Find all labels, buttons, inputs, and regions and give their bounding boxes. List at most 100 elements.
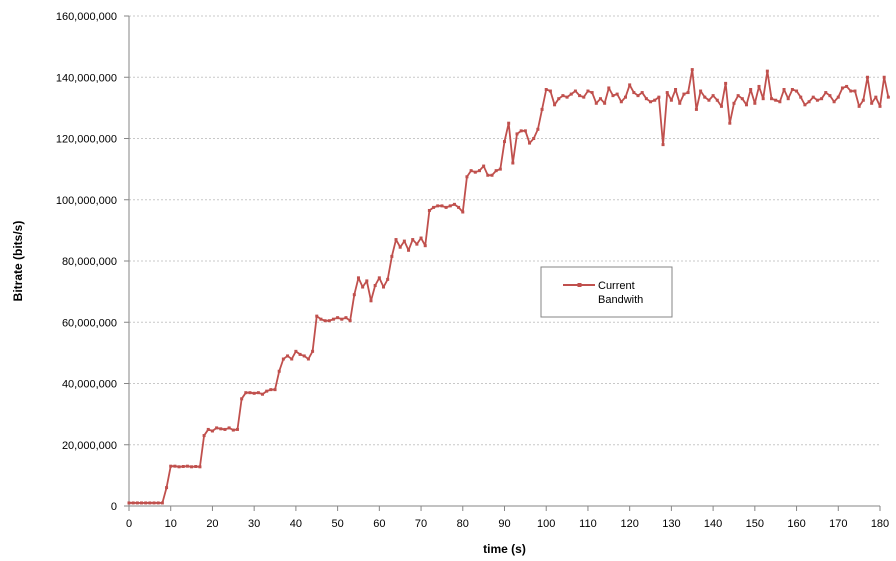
data-point xyxy=(594,101,598,105)
data-point xyxy=(832,100,836,104)
data-point xyxy=(444,205,448,209)
data-point xyxy=(165,486,169,490)
data-point xyxy=(824,91,828,95)
series-layer xyxy=(127,68,890,505)
data-point xyxy=(786,97,790,101)
data-point xyxy=(356,276,360,280)
data-point xyxy=(140,501,144,505)
data-point xyxy=(749,88,753,91)
y-axis-title: Bitrate (bits/s) xyxy=(11,221,25,302)
data-point xyxy=(265,389,269,393)
data-point xyxy=(494,169,498,173)
data-point xyxy=(770,97,774,101)
data-point xyxy=(815,98,819,102)
data-point xyxy=(206,427,210,431)
data-point xyxy=(619,100,623,104)
data-point xyxy=(732,101,736,105)
data-point xyxy=(523,129,527,133)
x-tick-label: 20 xyxy=(206,518,218,530)
data-point xyxy=(715,98,719,102)
data-point xyxy=(340,317,344,321)
data-point xyxy=(724,81,728,85)
data-point xyxy=(790,88,794,91)
x-tick-label: 150 xyxy=(746,518,764,530)
data-point xyxy=(365,279,369,283)
data-point xyxy=(286,354,290,358)
data-point xyxy=(682,92,686,96)
data-point xyxy=(874,95,878,99)
legend-label-line2: Bandwith xyxy=(598,294,643,306)
data-point xyxy=(711,94,715,98)
data-point xyxy=(490,173,494,177)
data-point xyxy=(569,92,573,96)
data-point xyxy=(598,97,602,101)
data-point xyxy=(849,89,853,93)
data-point xyxy=(194,464,198,468)
data-point xyxy=(315,314,319,318)
data-point xyxy=(327,319,331,323)
data-point xyxy=(390,254,394,258)
data-point xyxy=(440,204,444,208)
data-point xyxy=(778,100,782,104)
data-point xyxy=(803,103,807,107)
x-tick-label: 70 xyxy=(415,518,427,530)
y-tick-label: 40,000,000 xyxy=(62,379,117,391)
x-tick-label: 140 xyxy=(704,518,722,530)
x-axis-ticks: 0 10 20 30 40 50 60 70 80 90 100 110 120 130 140 150 160… xyxy=(126,506,889,530)
data-point xyxy=(348,319,352,323)
data-point xyxy=(336,316,340,320)
data-point xyxy=(386,277,390,281)
data-point xyxy=(169,464,173,468)
data-point xyxy=(557,97,561,101)
data-point xyxy=(373,284,377,287)
data-point xyxy=(578,94,582,98)
y-tick-label: 60,000,000 xyxy=(62,317,117,329)
data-point xyxy=(836,95,840,99)
data-point xyxy=(173,464,177,468)
data-point xyxy=(807,100,811,104)
data-point xyxy=(774,98,778,102)
data-point xyxy=(649,100,653,104)
data-point xyxy=(448,204,452,208)
data-point xyxy=(252,391,256,395)
data-point xyxy=(678,101,682,105)
data-point xyxy=(244,391,248,395)
data-point xyxy=(661,143,665,147)
data-point xyxy=(498,167,502,171)
data-point xyxy=(482,164,486,168)
data-point xyxy=(886,95,890,99)
data-point xyxy=(565,95,569,99)
data-point xyxy=(281,357,285,361)
data-point xyxy=(703,95,707,99)
data-point xyxy=(382,285,386,289)
data-point xyxy=(352,293,356,297)
data-point xyxy=(636,94,640,98)
data-point xyxy=(210,429,214,433)
data-point xyxy=(878,104,882,108)
data-point xyxy=(402,239,406,243)
data-point xyxy=(419,236,423,240)
data-point xyxy=(553,103,557,107)
data-point xyxy=(611,94,615,98)
data-point xyxy=(319,317,323,321)
data-point xyxy=(277,369,281,373)
data-point xyxy=(765,69,769,73)
data-point xyxy=(857,104,861,108)
data-point xyxy=(590,91,594,95)
data-point xyxy=(461,210,465,214)
data-point xyxy=(707,98,711,102)
x-tick-label: 80 xyxy=(457,518,469,530)
data-point xyxy=(219,427,223,431)
data-point xyxy=(615,92,619,96)
x-tick-label: 60 xyxy=(373,518,385,530)
x-tick-label: 110 xyxy=(579,518,597,530)
legend-marker xyxy=(577,283,582,287)
data-point xyxy=(628,83,632,87)
series-line xyxy=(129,68,890,504)
y-tick-label: 80,000,000 xyxy=(62,256,117,268)
data-point xyxy=(632,91,636,95)
x-axis-title: time (s) xyxy=(483,542,526,556)
data-point xyxy=(190,465,194,469)
data-point xyxy=(148,501,152,505)
data-point xyxy=(740,97,744,101)
